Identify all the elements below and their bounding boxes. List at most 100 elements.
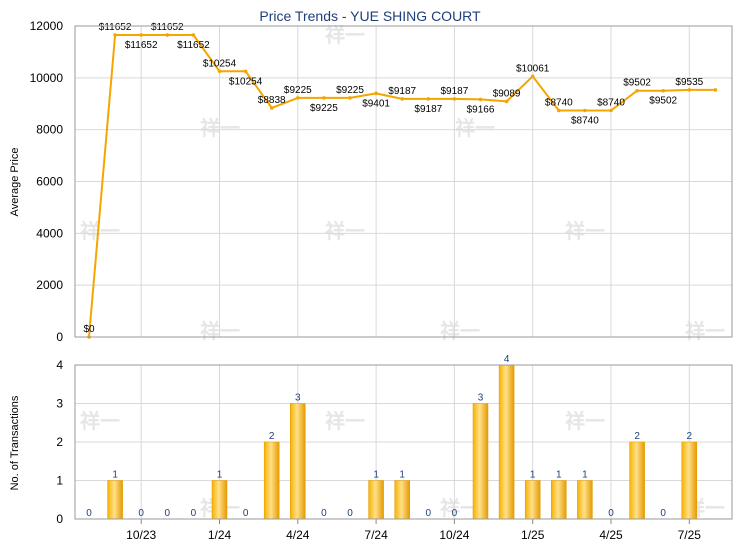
- transaction-bar: [290, 403, 306, 520]
- price-point: [452, 97, 457, 101]
- price-data-label: $9502: [623, 78, 651, 89]
- top-y-tick-label: 4000: [36, 226, 63, 240]
- price-data-label: $10254: [203, 58, 237, 69]
- watermark-text: 祥一: [685, 319, 725, 343]
- price-point: [374, 91, 378, 96]
- bottom-plot-frame: [74, 364, 733, 520]
- price-point: [139, 33, 143, 37]
- x-tick-label: 4/24: [286, 528, 310, 542]
- bar-data-label: 1: [112, 470, 118, 481]
- bar-data-label: 0: [243, 508, 249, 519]
- watermark-text: 祥一: [565, 219, 605, 243]
- bar-data-label: 1: [399, 470, 405, 481]
- price-point: [217, 69, 222, 74]
- bar-data-label: 2: [634, 431, 640, 442]
- transaction-bar-series: 0 1 0 0 0 1 0 2 3 0 0 1 1 0 0 3 4 1 1 1 0 2 0 2: [86, 354, 698, 520]
- price-data-label: $9535: [675, 77, 703, 88]
- bar-data-label: 4: [504, 354, 510, 365]
- transaction-bar: [107, 480, 123, 520]
- top-y-tick-label: 10000: [30, 71, 64, 85]
- chart-title: Price Trends - YUE SHING COURT: [259, 8, 481, 24]
- price-point: [269, 106, 274, 110]
- bar-data-label: 1: [530, 470, 536, 481]
- price-data-label: $9225: [310, 103, 338, 114]
- x-tick-label: 10/24: [439, 528, 469, 542]
- watermark-text: 祥一: [440, 319, 480, 343]
- bar-data-label: 1: [556, 470, 562, 481]
- price-point: [530, 74, 535, 79]
- price-data-label: $11652: [99, 22, 132, 33]
- price-point: [348, 96, 352, 100]
- transaction-bar: [368, 480, 384, 520]
- watermark-text: 祥一: [325, 219, 365, 243]
- price-line-series: $0 $11652 $11652 $11652 $11652 $10254 $10254 $8…: [83, 22, 718, 339]
- price-point: [113, 33, 117, 37]
- price-data-label: $9225: [336, 85, 364, 96]
- top-y-tick-label: 8000: [36, 123, 63, 137]
- transaction-bar: [472, 403, 489, 520]
- transaction-bar: [394, 480, 410, 520]
- watermark-text: 祥一: [565, 409, 605, 433]
- transaction-bar: [629, 441, 645, 520]
- price-point: [165, 33, 170, 37]
- price-data-label: $9187: [388, 86, 416, 97]
- price-point: [426, 97, 431, 101]
- transaction-bar: [263, 441, 280, 520]
- x-tick-label: 10/23: [126, 528, 156, 542]
- bottom-y-tick-label: 3: [56, 397, 63, 411]
- price-point: [504, 99, 509, 104]
- bar-data-label: 0: [660, 508, 666, 519]
- bar-data-label: 0: [347, 508, 353, 519]
- price-point: [713, 88, 718, 92]
- price-point: [661, 88, 665, 93]
- bar-data-label: 0: [452, 508, 458, 519]
- price-data-label: $10254: [229, 76, 263, 87]
- price-point: [557, 108, 561, 113]
- watermark-text: 祥一: [80, 409, 120, 433]
- price-data-label: $9225: [284, 85, 312, 96]
- price-data-label: $11652: [177, 40, 210, 51]
- price-data-label: $11652: [151, 22, 184, 33]
- price-data-label: $9187: [440, 86, 468, 97]
- price-data-label: $8740: [571, 115, 599, 126]
- bar-data-label: 2: [687, 431, 693, 442]
- price-data-label: $9401: [362, 98, 390, 109]
- transaction-bar: [498, 364, 515, 520]
- bar-data-label: 0: [86, 508, 92, 519]
- transaction-bar: [551, 480, 567, 520]
- watermark-text: 祥一: [80, 219, 120, 243]
- price-point: [609, 108, 613, 113]
- x-tick-label: 7/25: [678, 528, 702, 542]
- top-y-tick-label: 6000: [36, 175, 63, 189]
- price-point: [478, 97, 483, 102]
- bottom-y-tick-label: 0: [56, 512, 63, 526]
- bar-data-label: 0: [321, 508, 327, 519]
- x-tick-label: 1/24: [208, 528, 232, 542]
- bar-data-label: 0: [138, 508, 144, 519]
- bar-data-label: 0: [608, 508, 614, 519]
- price-data-label: $11652: [125, 40, 158, 51]
- x-tick-label: 7/24: [364, 528, 388, 542]
- price-data-label: $10061: [516, 63, 550, 74]
- bar-data-label: 3: [295, 393, 301, 404]
- top-y-tick-label: 2000: [36, 278, 63, 292]
- price-line: [88, 34, 716, 338]
- watermark-text: 祥一: [325, 23, 365, 47]
- price-point: [296, 96, 300, 100]
- price-data-label: $0: [83, 324, 95, 335]
- price-point: [400, 97, 405, 101]
- watermark-text: 祥一: [325, 409, 365, 433]
- x-tick-label: 1/25: [521, 528, 545, 542]
- bar-data-label: 0: [426, 508, 432, 519]
- bottom-y-axis-title: No. of Transactions: [9, 395, 21, 490]
- bar-data-label: 1: [582, 470, 588, 481]
- transaction-bar: [211, 480, 228, 520]
- bottom-y-tick-label: 4: [56, 358, 63, 372]
- transaction-bar: [681, 441, 698, 520]
- top-y-tick-label: 12000: [30, 19, 64, 33]
- price-data-label: $8838: [258, 95, 286, 106]
- watermark-text: 祥一: [455, 116, 495, 140]
- top-y-axis-title: Average Price: [9, 148, 21, 217]
- price-data-label: $9502: [649, 96, 677, 107]
